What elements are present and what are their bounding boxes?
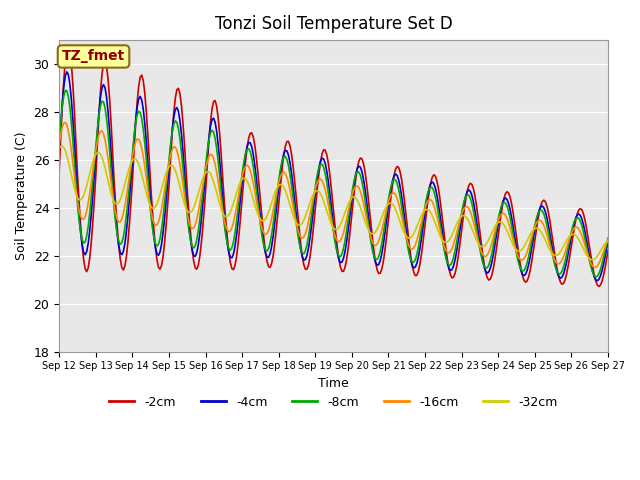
X-axis label: Time: Time <box>318 377 349 390</box>
-2cm <box>124 239 132 245</box>
-32cm <box>239 176 246 181</box>
-8cm <box>297 247 305 252</box>
Text: TZ_fmet: TZ_fmet <box>62 49 125 63</box>
-16cm <box>297 234 305 240</box>
-16cm <box>124 183 132 189</box>
-32cm <box>124 169 132 175</box>
-8cm <box>592 274 600 280</box>
-8cm <box>248 155 255 161</box>
-8cm <box>604 235 612 241</box>
-4cm <box>297 247 305 252</box>
-2cm <box>65 43 72 48</box>
-32cm <box>575 237 583 243</box>
-16cm <box>248 173 255 179</box>
-4cm <box>575 211 583 217</box>
Line: -2cm: -2cm <box>59 46 608 287</box>
-4cm <box>220 215 228 221</box>
-2cm <box>595 284 603 289</box>
-16cm <box>239 171 246 177</box>
-16cm <box>604 237 612 242</box>
-32cm <box>297 222 305 228</box>
-32cm <box>604 238 612 244</box>
-4cm <box>124 213 132 218</box>
-2cm <box>297 241 305 247</box>
-8cm <box>124 197 132 203</box>
-8cm <box>55 139 63 144</box>
-8cm <box>239 167 246 173</box>
Line: -4cm: -4cm <box>59 72 608 281</box>
-2cm <box>55 169 63 175</box>
-2cm <box>575 207 583 213</box>
-4cm <box>55 148 63 154</box>
-2cm <box>239 190 246 195</box>
Y-axis label: Soil Temperature (C): Soil Temperature (C) <box>15 132 28 260</box>
-16cm <box>591 264 598 270</box>
-2cm <box>604 248 612 254</box>
-32cm <box>55 145 63 151</box>
-8cm <box>61 88 69 94</box>
-8cm <box>220 221 228 227</box>
-4cm <box>63 69 70 75</box>
-2cm <box>220 199 228 204</box>
-32cm <box>589 257 596 263</box>
-16cm <box>61 120 69 125</box>
-16cm <box>55 142 63 148</box>
-4cm <box>248 144 255 150</box>
-8cm <box>575 216 583 221</box>
-32cm <box>220 213 228 218</box>
-4cm <box>604 239 612 245</box>
-16cm <box>220 217 228 223</box>
-4cm <box>239 174 246 180</box>
Legend: -2cm, -4cm, -8cm, -16cm, -32cm: -2cm, -4cm, -8cm, -16cm, -32cm <box>104 391 563 414</box>
-2cm <box>248 130 255 136</box>
Line: -8cm: -8cm <box>59 91 608 277</box>
Line: -32cm: -32cm <box>59 146 608 260</box>
-32cm <box>58 143 66 149</box>
Title: Tonzi Soil Temperature Set D: Tonzi Soil Temperature Set D <box>214 15 452 33</box>
-32cm <box>248 191 255 197</box>
-4cm <box>593 278 601 284</box>
-16cm <box>575 227 583 232</box>
Line: -16cm: -16cm <box>59 122 608 267</box>
